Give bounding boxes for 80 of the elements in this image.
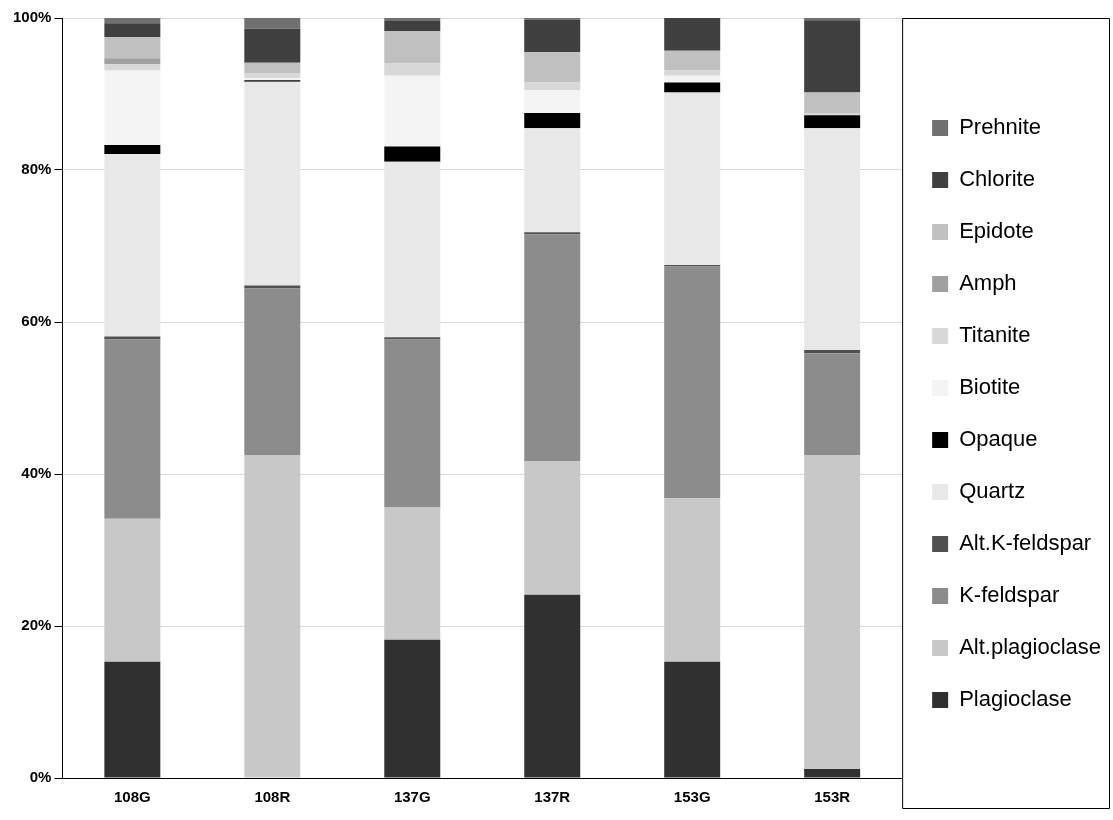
y-tick-label: 60%: [21, 312, 52, 330]
bar: [524, 82, 581, 91]
bar: [384, 63, 441, 76]
bar: [664, 75, 721, 83]
x-tick-label: 108R: [254, 788, 291, 806]
x-tick-label: 108G: [113, 788, 151, 806]
bar: [244, 288, 301, 455]
legend-label: Titanite: [959, 322, 1031, 348]
bar: [104, 18, 161, 24]
y-tick-label: 100%: [12, 8, 52, 26]
bar: [804, 20, 861, 93]
bar: [104, 661, 161, 778]
bar: [524, 90, 581, 113]
bar: [384, 75, 441, 147]
legend-label: Biotite: [959, 374, 1021, 400]
bar: [524, 232, 581, 235]
bar: [804, 353, 861, 455]
bar: [104, 336, 161, 340]
bar: [524, 234, 581, 462]
legend-label: Quartz: [959, 478, 1026, 504]
bar: [664, 92, 721, 265]
x-tick-label: 153R: [814, 788, 851, 806]
bar: [104, 144, 161, 155]
bar: [664, 498, 721, 662]
bar: [384, 18, 441, 22]
x-tick-label: 137G: [393, 788, 431, 806]
bar: [524, 461, 581, 595]
bar: [524, 594, 581, 778]
bar: [244, 455, 301, 778]
bar: [664, 266, 721, 499]
x-tick-label: 137R: [534, 788, 571, 806]
bar: [104, 23, 161, 37]
legend-label: Amph: [959, 270, 1017, 296]
bar: [804, 128, 861, 351]
bar: [244, 73, 301, 79]
bar: [104, 58, 161, 65]
bar: [244, 18, 301, 29]
bar: [664, 50, 721, 71]
legend-label: Alt.K-feldspar: [959, 530, 1092, 556]
legend-label: Opaque: [959, 426, 1038, 452]
bar: [384, 21, 441, 31]
bar: [104, 37, 161, 59]
legend-label: Epidote: [959, 218, 1034, 244]
bar: [384, 161, 441, 338]
legend-label: Chlorite: [959, 166, 1035, 192]
bar: [384, 146, 441, 162]
legend-label: Alt.plagioclase: [959, 634, 1102, 660]
bar: [664, 18, 721, 51]
legend-label: K-feldspar: [959, 582, 1060, 608]
bar: [804, 350, 861, 354]
bar: [384, 507, 441, 640]
bar: [244, 28, 301, 63]
bar: [804, 92, 861, 113]
bar: [384, 339, 441, 508]
bar: [244, 81, 301, 286]
x-tick-label: 153G: [673, 788, 711, 806]
bar: [804, 115, 861, 129]
bar: [524, 113, 581, 129]
legend-label: Plagioclase: [959, 686, 1072, 712]
bar: [524, 128, 581, 233]
bar: [104, 70, 161, 145]
bar: [524, 19, 581, 53]
bar: [804, 455, 861, 769]
bar: [664, 70, 721, 76]
bar: [384, 639, 441, 778]
y-tick-label: 80%: [21, 160, 52, 178]
bar: [524, 52, 581, 83]
bar: [104, 339, 161, 519]
legend-label: Prehnite: [959, 114, 1042, 140]
bar: [664, 82, 721, 93]
bar: [244, 62, 301, 74]
y-tick-label: 0%: [29, 768, 52, 786]
bar: [104, 154, 161, 337]
bar: [384, 30, 441, 64]
y-tick-label: 20%: [21, 616, 52, 634]
bar: [664, 661, 721, 778]
bar: [104, 518, 161, 662]
bar: [804, 768, 861, 778]
y-tick-label: 40%: [21, 464, 52, 482]
bar: [244, 285, 301, 289]
